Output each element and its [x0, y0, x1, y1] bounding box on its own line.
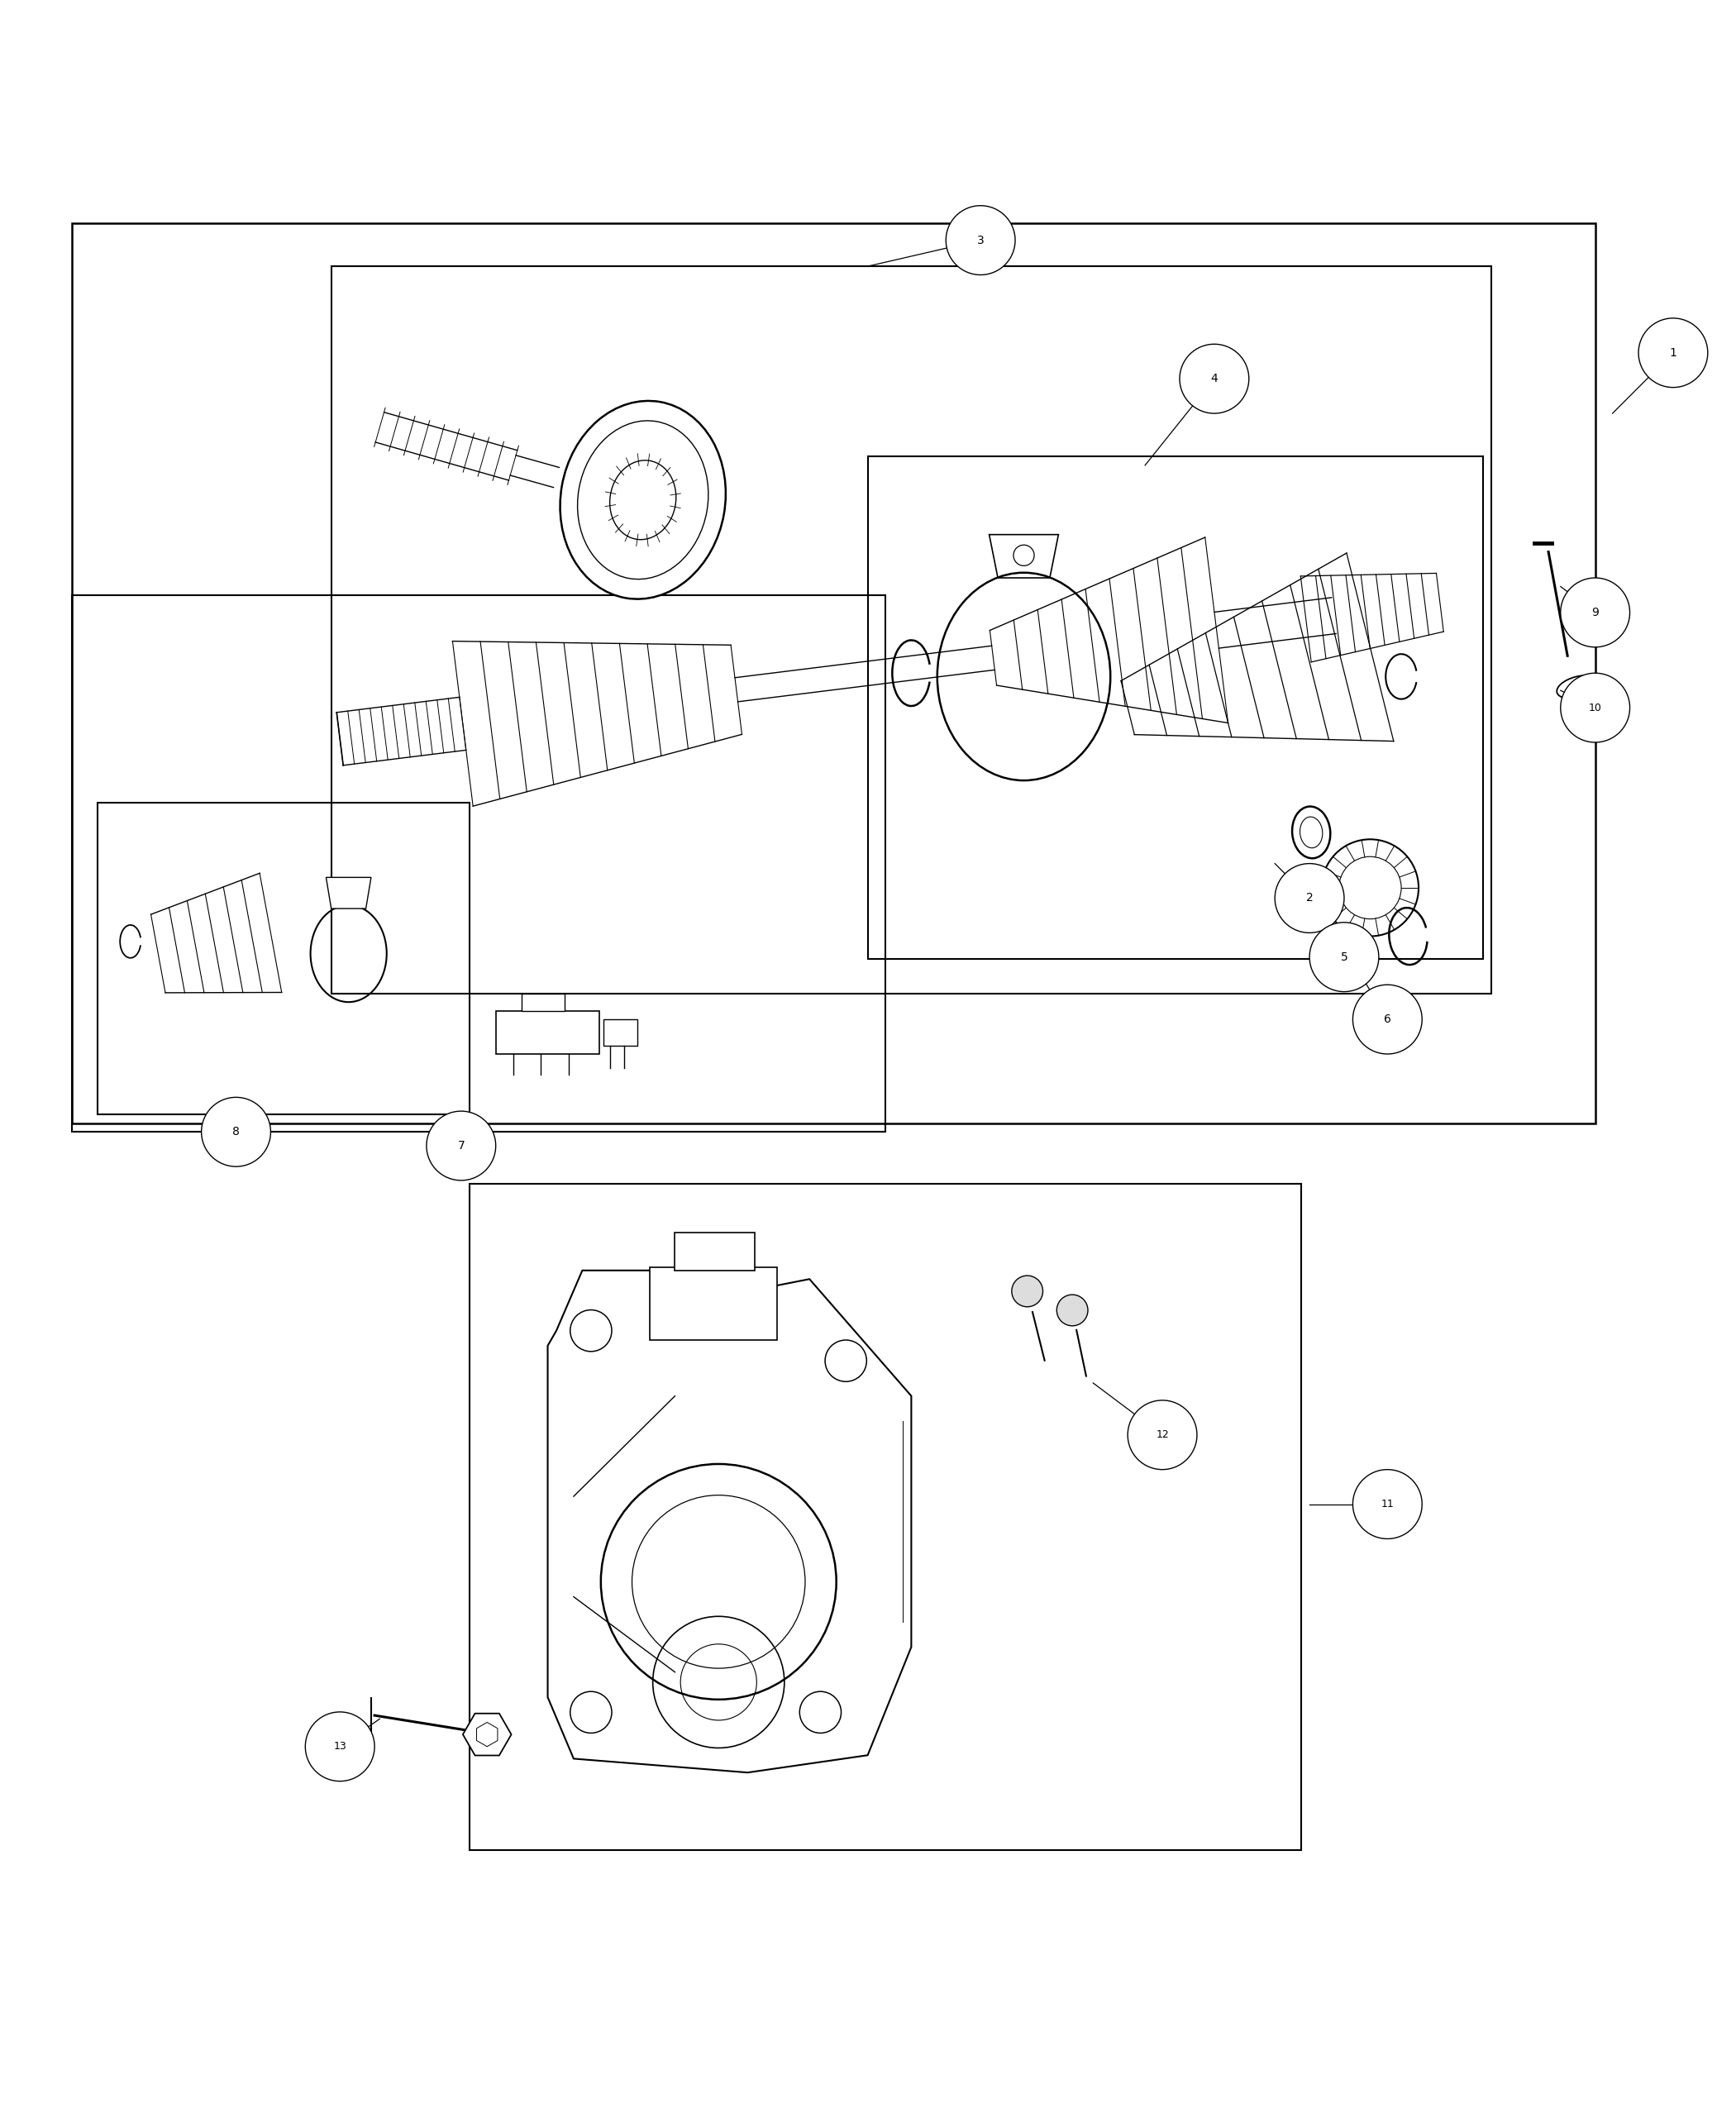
- Circle shape: [1057, 1294, 1088, 1326]
- Text: 1: 1: [1670, 348, 1677, 358]
- Polygon shape: [547, 1271, 911, 1773]
- Circle shape: [427, 1111, 496, 1180]
- Text: 7: 7: [458, 1140, 465, 1151]
- Circle shape: [201, 1098, 271, 1166]
- Bar: [675, 1233, 755, 1271]
- Circle shape: [569, 1309, 611, 1351]
- Text: 10: 10: [1588, 702, 1602, 713]
- Bar: [71, 223, 1595, 1124]
- Circle shape: [306, 1712, 375, 1781]
- Circle shape: [1274, 864, 1344, 934]
- Circle shape: [1639, 318, 1708, 388]
- Circle shape: [1561, 672, 1630, 742]
- Ellipse shape: [561, 401, 726, 599]
- Text: 12: 12: [1156, 1429, 1168, 1440]
- Circle shape: [800, 1691, 842, 1733]
- Circle shape: [1128, 1400, 1196, 1469]
- Polygon shape: [464, 1714, 512, 1756]
- Bar: [649, 1267, 776, 1341]
- Text: 9: 9: [1592, 607, 1599, 618]
- Circle shape: [1309, 923, 1378, 991]
- Text: 13: 13: [333, 1741, 347, 1752]
- Bar: [332, 266, 1491, 993]
- Circle shape: [825, 1341, 866, 1381]
- Circle shape: [946, 207, 1016, 274]
- Bar: [496, 1010, 599, 1054]
- Text: 11: 11: [1380, 1499, 1394, 1509]
- Polygon shape: [990, 535, 1059, 578]
- Bar: [71, 594, 885, 1132]
- Circle shape: [1352, 984, 1422, 1054]
- Circle shape: [1012, 1275, 1043, 1307]
- Text: 5: 5: [1340, 951, 1347, 963]
- Text: 8: 8: [233, 1126, 240, 1138]
- Ellipse shape: [1557, 675, 1599, 698]
- Bar: [602, 1020, 637, 1046]
- Circle shape: [1352, 1469, 1422, 1539]
- Text: 3: 3: [977, 234, 984, 247]
- Text: 6: 6: [1384, 1014, 1391, 1024]
- Bar: [523, 993, 564, 1010]
- Text: 4: 4: [1210, 373, 1219, 384]
- Circle shape: [1321, 839, 1418, 936]
- Text: 2: 2: [1305, 892, 1312, 904]
- Circle shape: [601, 1463, 837, 1699]
- Bar: [97, 803, 470, 1115]
- Polygon shape: [326, 877, 372, 909]
- Bar: [470, 1185, 1300, 1851]
- Circle shape: [1180, 344, 1248, 413]
- Polygon shape: [477, 1722, 498, 1748]
- Circle shape: [569, 1691, 611, 1733]
- Circle shape: [1561, 578, 1630, 647]
- Bar: [868, 457, 1483, 959]
